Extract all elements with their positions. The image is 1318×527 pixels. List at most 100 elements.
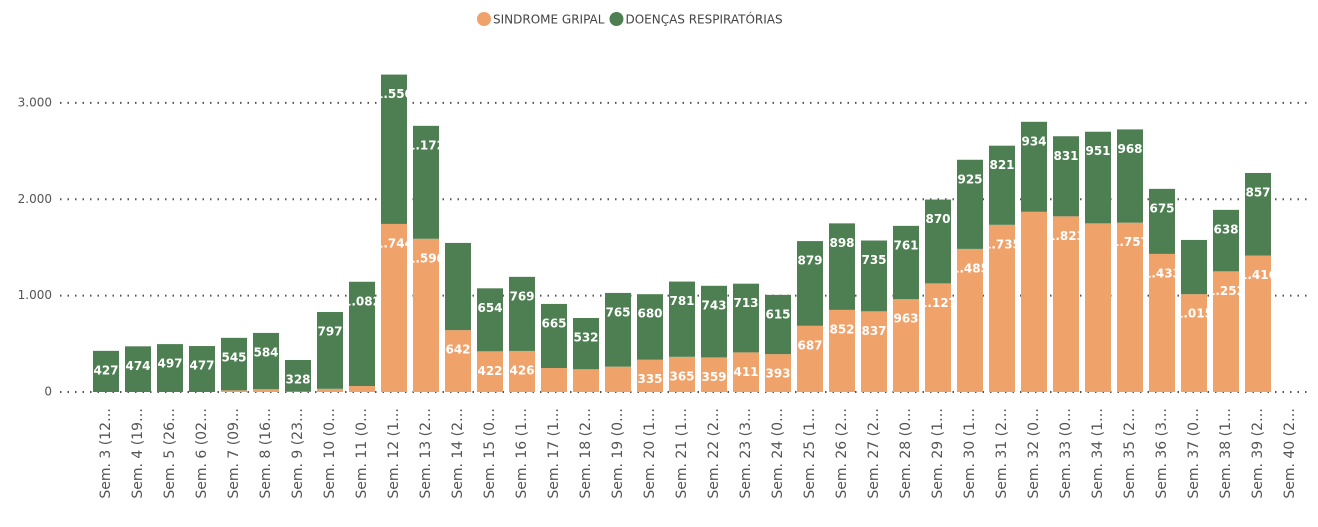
bar-segment: [925, 199, 951, 284]
data-label: 638: [1213, 222, 1238, 236]
bar-segment: [509, 276, 535, 351]
bar-segment: [349, 281, 375, 387]
bar-segment: [1117, 222, 1143, 392]
bar-segment: [1149, 188, 1175, 254]
bar-segment: [701, 285, 727, 358]
data-label: 852: [829, 322, 854, 336]
data-label: 1.252: [1207, 284, 1245, 298]
data-label: 1.823: [1047, 229, 1085, 243]
x-tick-label: Sem. 9 (23…: [290, 408, 306, 499]
x-tick-label: Sem. 19 (0…: [610, 408, 626, 499]
legend-label: DOENÇAS RESPIRATÓRIAS: [625, 12, 782, 27]
data-label: 879: [797, 254, 822, 268]
x-tick-label: Sem. 25 (1…: [802, 408, 818, 499]
bar-segment: [669, 281, 695, 357]
data-label: 422: [477, 364, 502, 378]
data-label: 1.433: [1143, 266, 1181, 280]
data-label: 359: [701, 370, 726, 384]
bar-segment: [957, 248, 983, 392]
legend-swatch: [477, 12, 491, 26]
bar-segment: [1181, 239, 1207, 295]
bar-segment: [317, 388, 343, 392]
data-label: 870: [925, 212, 950, 226]
x-tick-label: Sem. 34 (1…: [1090, 408, 1106, 499]
data-label: 735: [861, 253, 886, 267]
bar-segment: [829, 223, 855, 310]
bar-segment: [861, 311, 887, 392]
data-label: 769: [509, 289, 534, 303]
data-label: 1.590: [407, 251, 445, 265]
data-label: 615: [765, 307, 790, 321]
bar-segment: [317, 312, 343, 389]
x-tick-label: Sem. 27 (2…: [866, 408, 882, 499]
x-tick-label: Sem. 31 (2…: [994, 408, 1010, 499]
data-label: 1.735: [983, 237, 1021, 251]
data-label: 411: [733, 365, 758, 379]
bar-segment: [381, 74, 407, 224]
bar-segment: [1149, 253, 1175, 392]
data-label: 328: [285, 373, 310, 387]
bar-segment: [1085, 131, 1111, 224]
data-label: 393: [765, 367, 790, 381]
bar-segment: [765, 294, 791, 355]
bar-segment: [157, 344, 183, 392]
x-tick-label: Sem. 6 (02…: [194, 408, 210, 499]
x-tick-label: Sem. 17 (1…: [546, 408, 562, 499]
y-tick-label: 2.000: [18, 192, 52, 206]
bar-segment: [1053, 136, 1079, 217]
x-tick-label: Sem. 23 (3…: [738, 408, 754, 499]
x-tick-label: Sem. 18 (2…: [578, 408, 594, 499]
bar-segment: [1021, 121, 1047, 212]
bar-segment: [349, 386, 375, 392]
bar-segment: [413, 125, 439, 239]
legend-swatch: [609, 12, 624, 26]
x-tick-label: Sem. 14 (2…: [450, 408, 466, 499]
bar-segment: [541, 368, 567, 392]
bar-segment: [989, 224, 1015, 392]
data-label: 1.757: [1111, 235, 1149, 249]
data-label: 532: [573, 330, 598, 344]
bar-segment: [413, 238, 439, 392]
bar-segment: [1021, 211, 1047, 392]
data-label: 797: [317, 325, 342, 339]
x-tick-label: Sem. 5 (26…: [162, 408, 178, 499]
data-label: 497: [157, 357, 182, 371]
bar-segment: [1213, 271, 1239, 392]
x-tick-label: Sem. 3 (12…: [98, 408, 114, 499]
legend-label: SINDROME GRIPAL: [493, 13, 605, 27]
data-label: 837: [861, 324, 886, 338]
x-tick-label: Sem. 12 (1…: [386, 408, 402, 499]
data-label: 1.127: [919, 296, 957, 310]
data-label: 426: [509, 363, 534, 377]
bar-segment: [893, 299, 919, 392]
data-label: 642: [445, 343, 470, 357]
data-label: 1.082: [343, 294, 381, 308]
x-tick-label: Sem. 38 (1…: [1218, 408, 1234, 499]
data-label: 765: [605, 305, 630, 319]
data-label: 1.416: [1239, 268, 1277, 282]
x-tick-label: Sem. 22 (2…: [706, 408, 722, 499]
x-tick-label: Sem. 29 (1…: [930, 408, 946, 499]
data-label: 968: [1117, 142, 1142, 156]
bar-segment: [669, 356, 695, 392]
bar-segment: [477, 288, 503, 352]
data-label: 477: [189, 359, 214, 373]
data-label: 1.172: [407, 138, 445, 152]
bar-segment: [701, 357, 727, 392]
data-label: 1.744: [375, 236, 413, 250]
bar-segment: [285, 360, 311, 392]
bar-segment: [189, 346, 215, 392]
x-tick-label: Sem. 10 (0…: [322, 408, 338, 499]
x-tick-label: Sem. 26 (2…: [834, 408, 850, 499]
bar-segment: [605, 292, 631, 367]
bar-segment: [733, 352, 759, 392]
x-tick-label: Sem. 21 (1…: [674, 408, 690, 499]
data-label: 934: [1021, 134, 1046, 148]
bar-segment: [797, 241, 823, 326]
bar-segment: [1181, 294, 1207, 392]
bar-segment: [1213, 209, 1239, 272]
data-label: 335: [637, 372, 662, 386]
bar-segment: [1117, 129, 1143, 223]
bar-segment: [381, 223, 407, 392]
